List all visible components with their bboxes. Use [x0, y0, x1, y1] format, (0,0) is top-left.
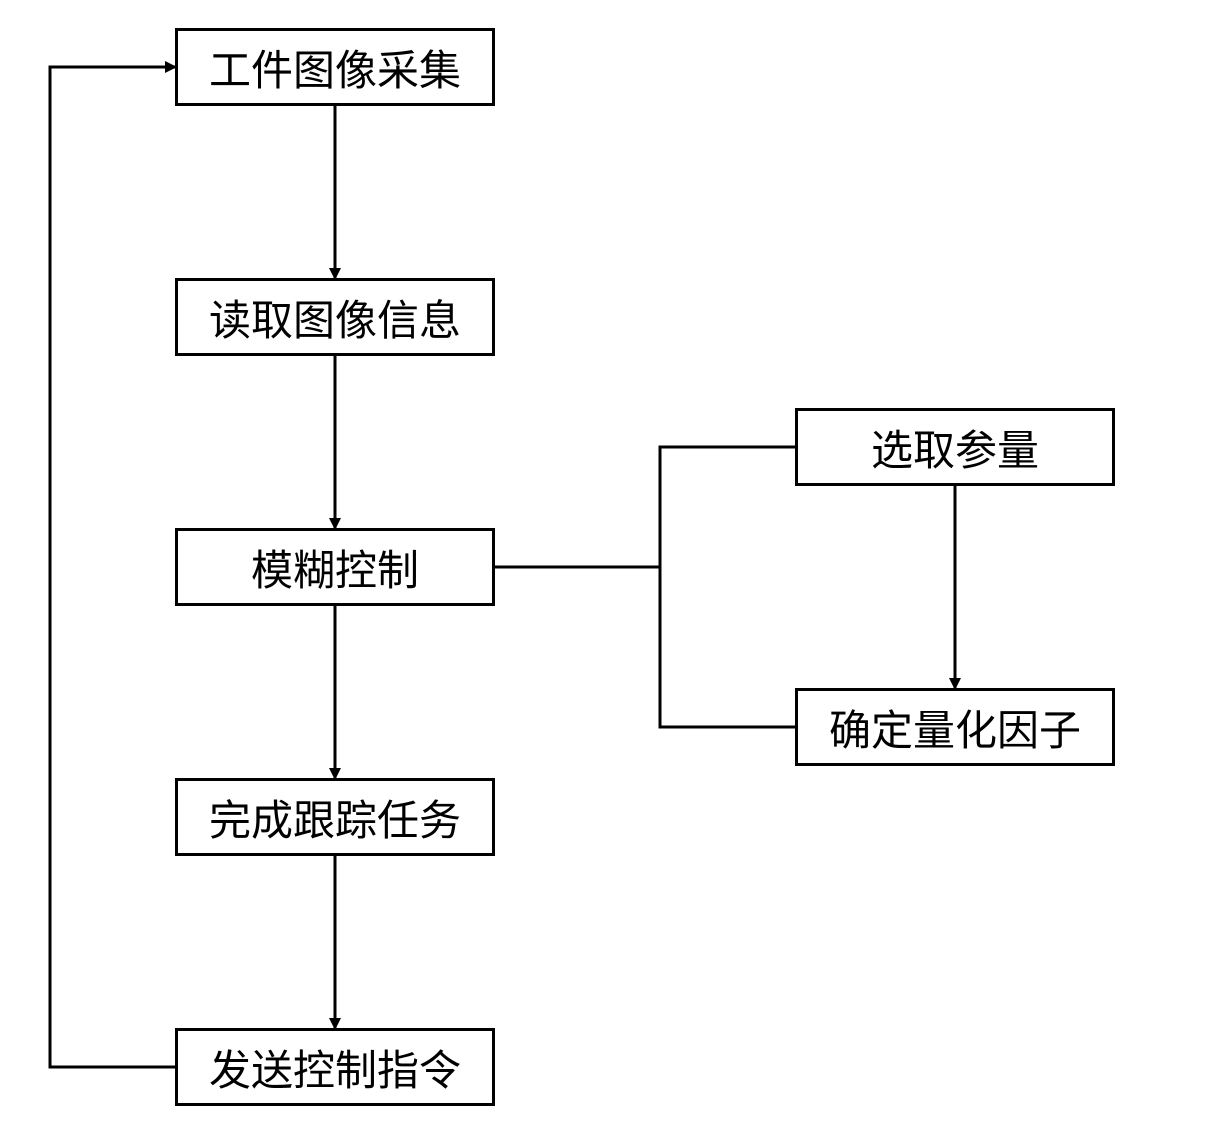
node-label: 完成跟踪任务	[209, 787, 461, 848]
flowchart-node-n1: 工件图像采集	[175, 28, 495, 106]
node-label: 读取图像信息	[209, 287, 461, 348]
flowchart-node-n6: 选取参量	[795, 408, 1115, 486]
flowchart-edge	[50, 67, 175, 1067]
flowchart-edge	[660, 447, 795, 567]
flowchart-canvas: 工件图像采集读取图像信息模糊控制完成跟踪任务发送控制指令 选取参量确定量化因子	[0, 0, 1211, 1138]
node-label: 选取参量	[871, 417, 1039, 478]
flowchart-node-n7: 确定量化因子	[795, 688, 1115, 766]
flowchart-node-n4: 完成跟踪任务	[175, 778, 495, 856]
node-label: 模糊控制	[251, 537, 419, 598]
flowchart-node-n5: 发送控制指令	[175, 1028, 495, 1106]
node-label: 发送控制指令	[209, 1037, 461, 1098]
flowchart-node-n2: 读取图像信息	[175, 278, 495, 356]
node-label: 确定量化因子	[829, 697, 1081, 758]
flowchart-edge	[660, 567, 795, 727]
flowchart-node-n3: 模糊控制	[175, 528, 495, 606]
node-label: 工件图像采集	[209, 37, 461, 98]
